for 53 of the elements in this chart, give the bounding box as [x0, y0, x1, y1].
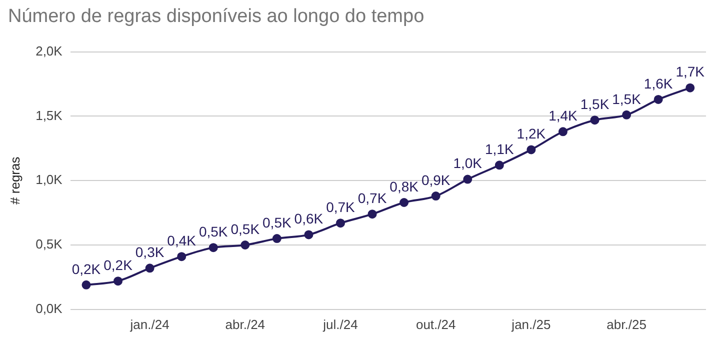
point — [114, 276, 123, 286]
data-label: 0,5K — [198, 223, 228, 240]
x-tick-label: abr./24 — [225, 316, 266, 332]
data-label: 0,3K — [135, 244, 165, 260]
point — [368, 210, 377, 219]
x-tick-label: jan./25 — [510, 316, 551, 332]
data-label: 1,6K — [644, 75, 674, 92]
data-label: 1,5K — [580, 96, 610, 112]
x-tick-label: jan./24 — [129, 316, 170, 332]
data-label: 1,7K — [676, 64, 706, 80]
point — [400, 198, 409, 207]
data-label: 0,2K — [72, 260, 102, 277]
point — [82, 280, 91, 290]
point — [526, 145, 536, 154]
point — [240, 240, 250, 250]
data-label: 0,2K — [104, 256, 134, 273]
point — [304, 230, 314, 240]
point — [590, 116, 600, 125]
data-label: 1,4K — [548, 108, 578, 124]
data-label: 1,2K — [516, 126, 546, 142]
point — [272, 234, 282, 244]
point — [431, 192, 440, 201]
y-axis-title: # regras — [7, 156, 22, 204]
data-label: 0,5K — [262, 214, 292, 230]
data-label: 0,5K — [230, 220, 260, 237]
y-tick-label: 1,0K — [36, 172, 63, 188]
data-label: 0,9K — [421, 172, 451, 188]
point — [654, 94, 663, 104]
data-label: 1,1K — [485, 141, 514, 158]
data-label: 0,7K — [358, 190, 388, 206]
point — [558, 127, 568, 136]
data-label: 0,6K — [294, 210, 324, 227]
data-label: 0,8K — [390, 178, 420, 194]
data-label: 1,0K — [453, 155, 483, 172]
x-tick-label: jul./24 — [322, 316, 358, 332]
point — [622, 110, 632, 120]
chart-title: Número de regras disponíveis ao longo do tempo — [8, 6, 424, 28]
point — [463, 174, 472, 184]
point — [208, 243, 218, 252]
y-tick-label: 0,5K — [36, 236, 63, 252]
point — [177, 252, 186, 262]
data-label: 1,5K — [612, 90, 642, 107]
point — [145, 264, 154, 273]
data-label: 0,7K — [326, 198, 356, 215]
y-tick-label: 2,0K — [36, 43, 63, 58]
x-tick-label: abr./25 — [606, 316, 646, 332]
data-label: 0,4K — [167, 232, 197, 248]
y-tick-label: 0,0K — [36, 300, 63, 316]
point — [494, 160, 504, 170]
point — [336, 218, 345, 228]
x-tick-label: out./24 — [416, 316, 456, 332]
y-tick-label: 1,5K — [36, 108, 63, 123]
point — [686, 83, 695, 92]
